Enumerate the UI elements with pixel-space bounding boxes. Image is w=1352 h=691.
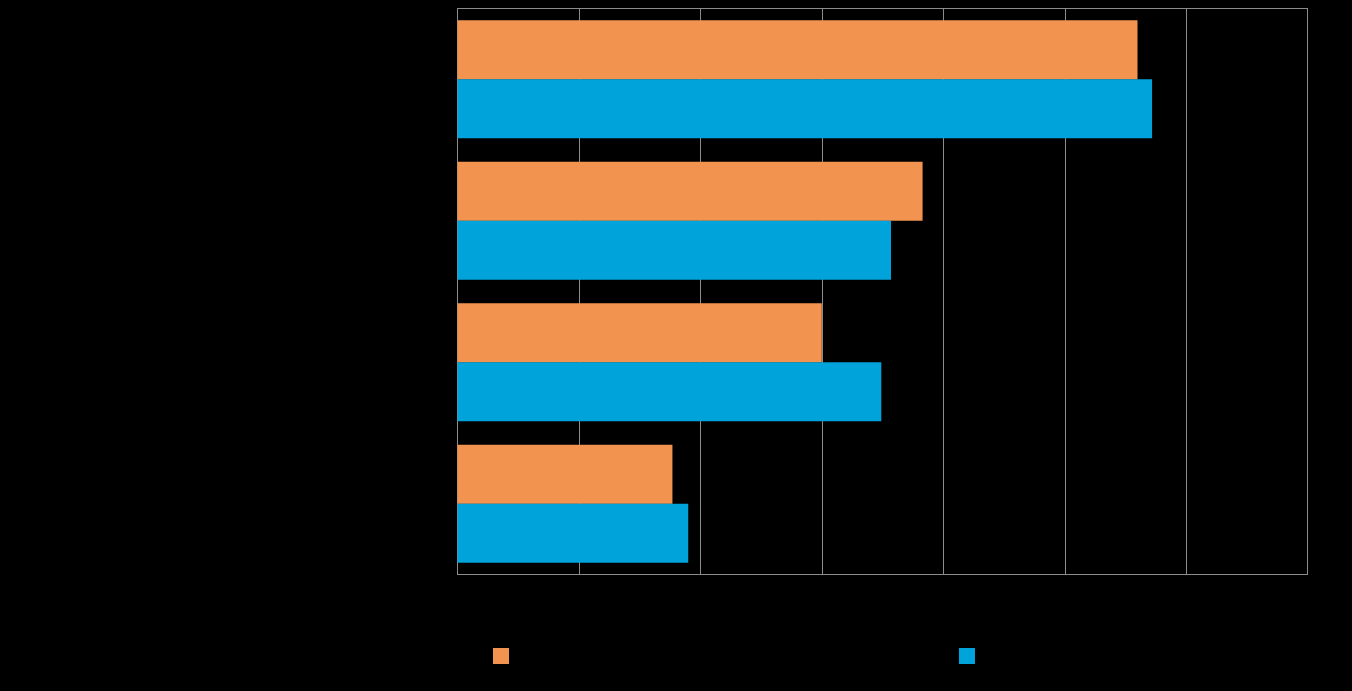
legend-swatch-series-2 [959,648,975,664]
legend-swatch-series-1 [493,648,509,664]
bar-series-2-category-2 [457,220,891,280]
bar-series-1-category-4 [457,444,673,504]
bars [457,20,1153,563]
bar-series-1-category-3 [457,303,822,363]
bar-series-1-category-2 [457,161,923,221]
bar-series-1-category-1 [457,20,1138,80]
bar-series-2-category-4 [457,503,689,563]
plot-area [457,8,1308,575]
bar-series-2-category-3 [457,362,882,422]
bar-series-2-category-1 [457,79,1153,139]
